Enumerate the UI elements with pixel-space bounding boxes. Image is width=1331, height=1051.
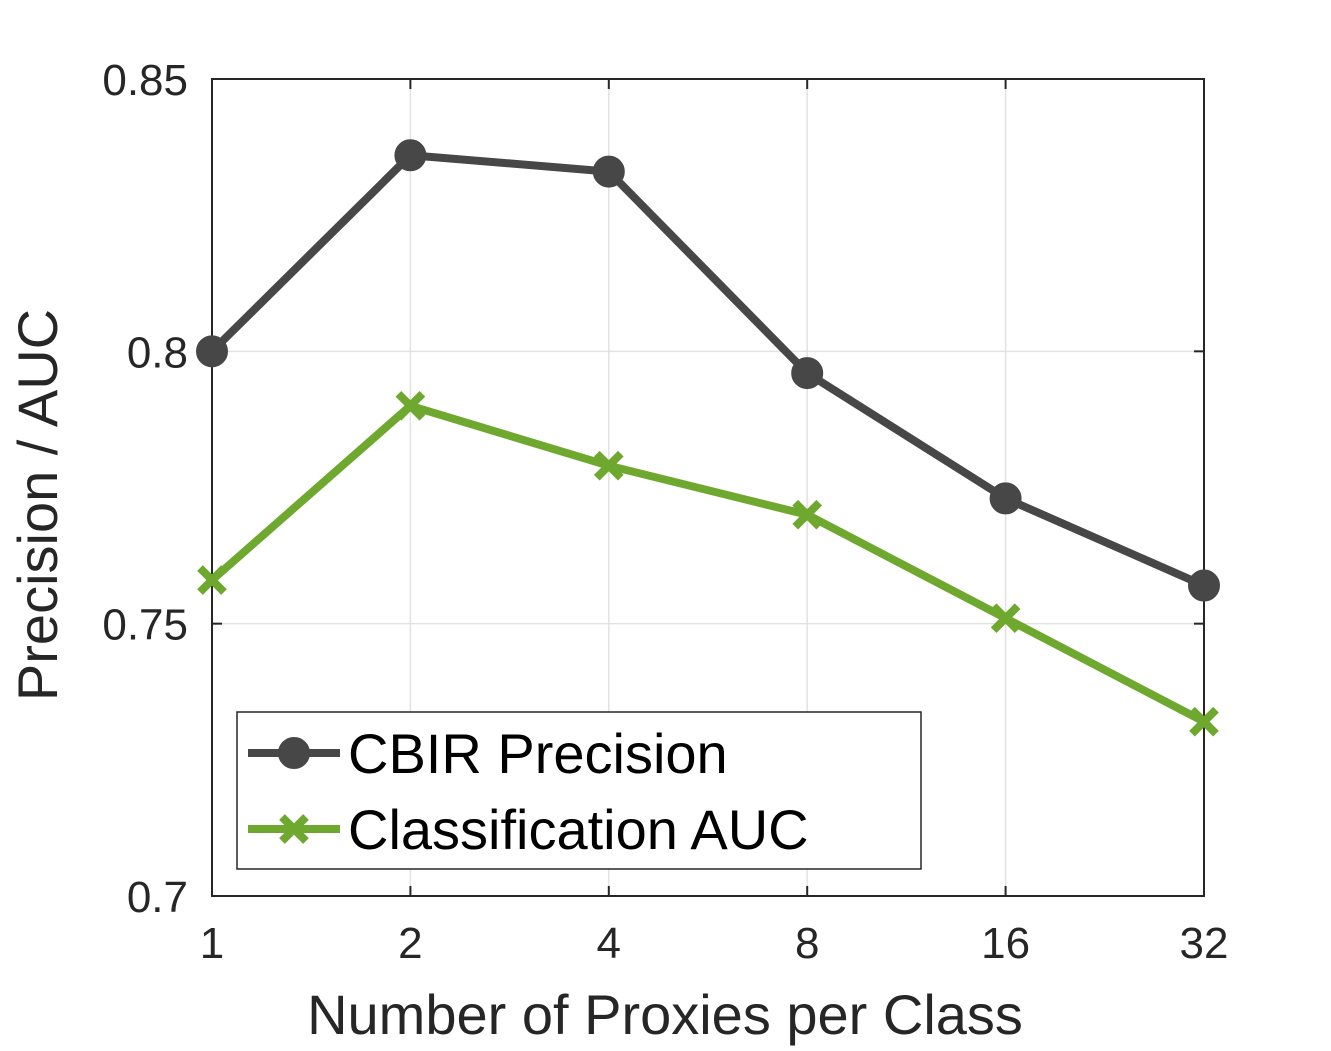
legend-swatch-marker bbox=[279, 814, 309, 844]
x-tick-label: 1 bbox=[200, 919, 224, 968]
data-point bbox=[593, 450, 624, 481]
data-point bbox=[1189, 706, 1219, 737]
data-point bbox=[989, 482, 1022, 515]
legend-box bbox=[236, 711, 922, 870]
x-tick-label: 16 bbox=[981, 919, 1030, 968]
data-point bbox=[394, 139, 427, 172]
y-tick-label: 0.7 bbox=[127, 873, 188, 922]
data-point bbox=[1188, 569, 1220, 602]
data-point bbox=[197, 565, 227, 595]
data-point bbox=[792, 499, 823, 530]
x-tick-label: 4 bbox=[597, 919, 621, 968]
x-tick-label: 32 bbox=[1180, 919, 1229, 968]
series-line bbox=[209, 401, 1206, 726]
y-axis-title: Precision / AUC bbox=[6, 309, 69, 701]
x-tick-label: 2 bbox=[398, 919, 422, 968]
data-point bbox=[592, 155, 625, 188]
legend-label: Classification AUC bbox=[348, 798, 809, 861]
legend-label: CBIR Precision bbox=[348, 722, 728, 785]
plot-area bbox=[211, 78, 1205, 897]
series-cbir-precision bbox=[196, 139, 1220, 602]
data-point bbox=[990, 603, 1021, 634]
data-point bbox=[196, 335, 228, 368]
x-axis-title: Number of Proxies per Class bbox=[307, 983, 1023, 1046]
series-line bbox=[209, 151, 1206, 590]
y-tick-label: 0.85 bbox=[102, 56, 188, 105]
legend: CBIR Precision Classification AUC bbox=[236, 711, 922, 870]
legend-swatch-marker bbox=[278, 737, 310, 769]
data-point bbox=[395, 390, 426, 421]
legend-item: Classification AUC bbox=[248, 798, 809, 861]
series-classification-auc bbox=[197, 390, 1219, 737]
y-tick-label: 0.8 bbox=[127, 328, 188, 377]
axis-ticks: 1 2 4 8 16 32 0.7 0.75 0.8 0.85 bbox=[102, 56, 1228, 968]
data-point bbox=[791, 357, 824, 390]
series-layer bbox=[196, 139, 1220, 737]
legend-item: CBIR Precision bbox=[248, 722, 728, 785]
x-tick-label: 8 bbox=[795, 919, 819, 968]
y-tick-label: 0.75 bbox=[102, 601, 188, 650]
